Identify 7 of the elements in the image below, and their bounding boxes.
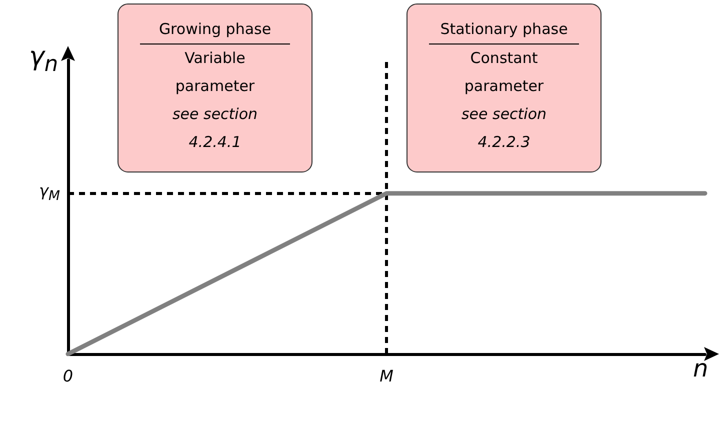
text: Stationary phase Constant parameter see section 4.2.2.3 xyxy=(440,20,568,151)
text: Growing phase Variable parameter see section 4.2.4.1 xyxy=(158,20,272,151)
x-tick-label: 0 xyxy=(62,366,74,386)
x-tick-label: M xyxy=(380,366,394,386)
x-axis-title: n xyxy=(693,354,708,383)
y-axis-title: γ$_{n}$ xyxy=(29,42,58,78)
ref-line-label: γ$_{M}$ xyxy=(39,180,60,204)
